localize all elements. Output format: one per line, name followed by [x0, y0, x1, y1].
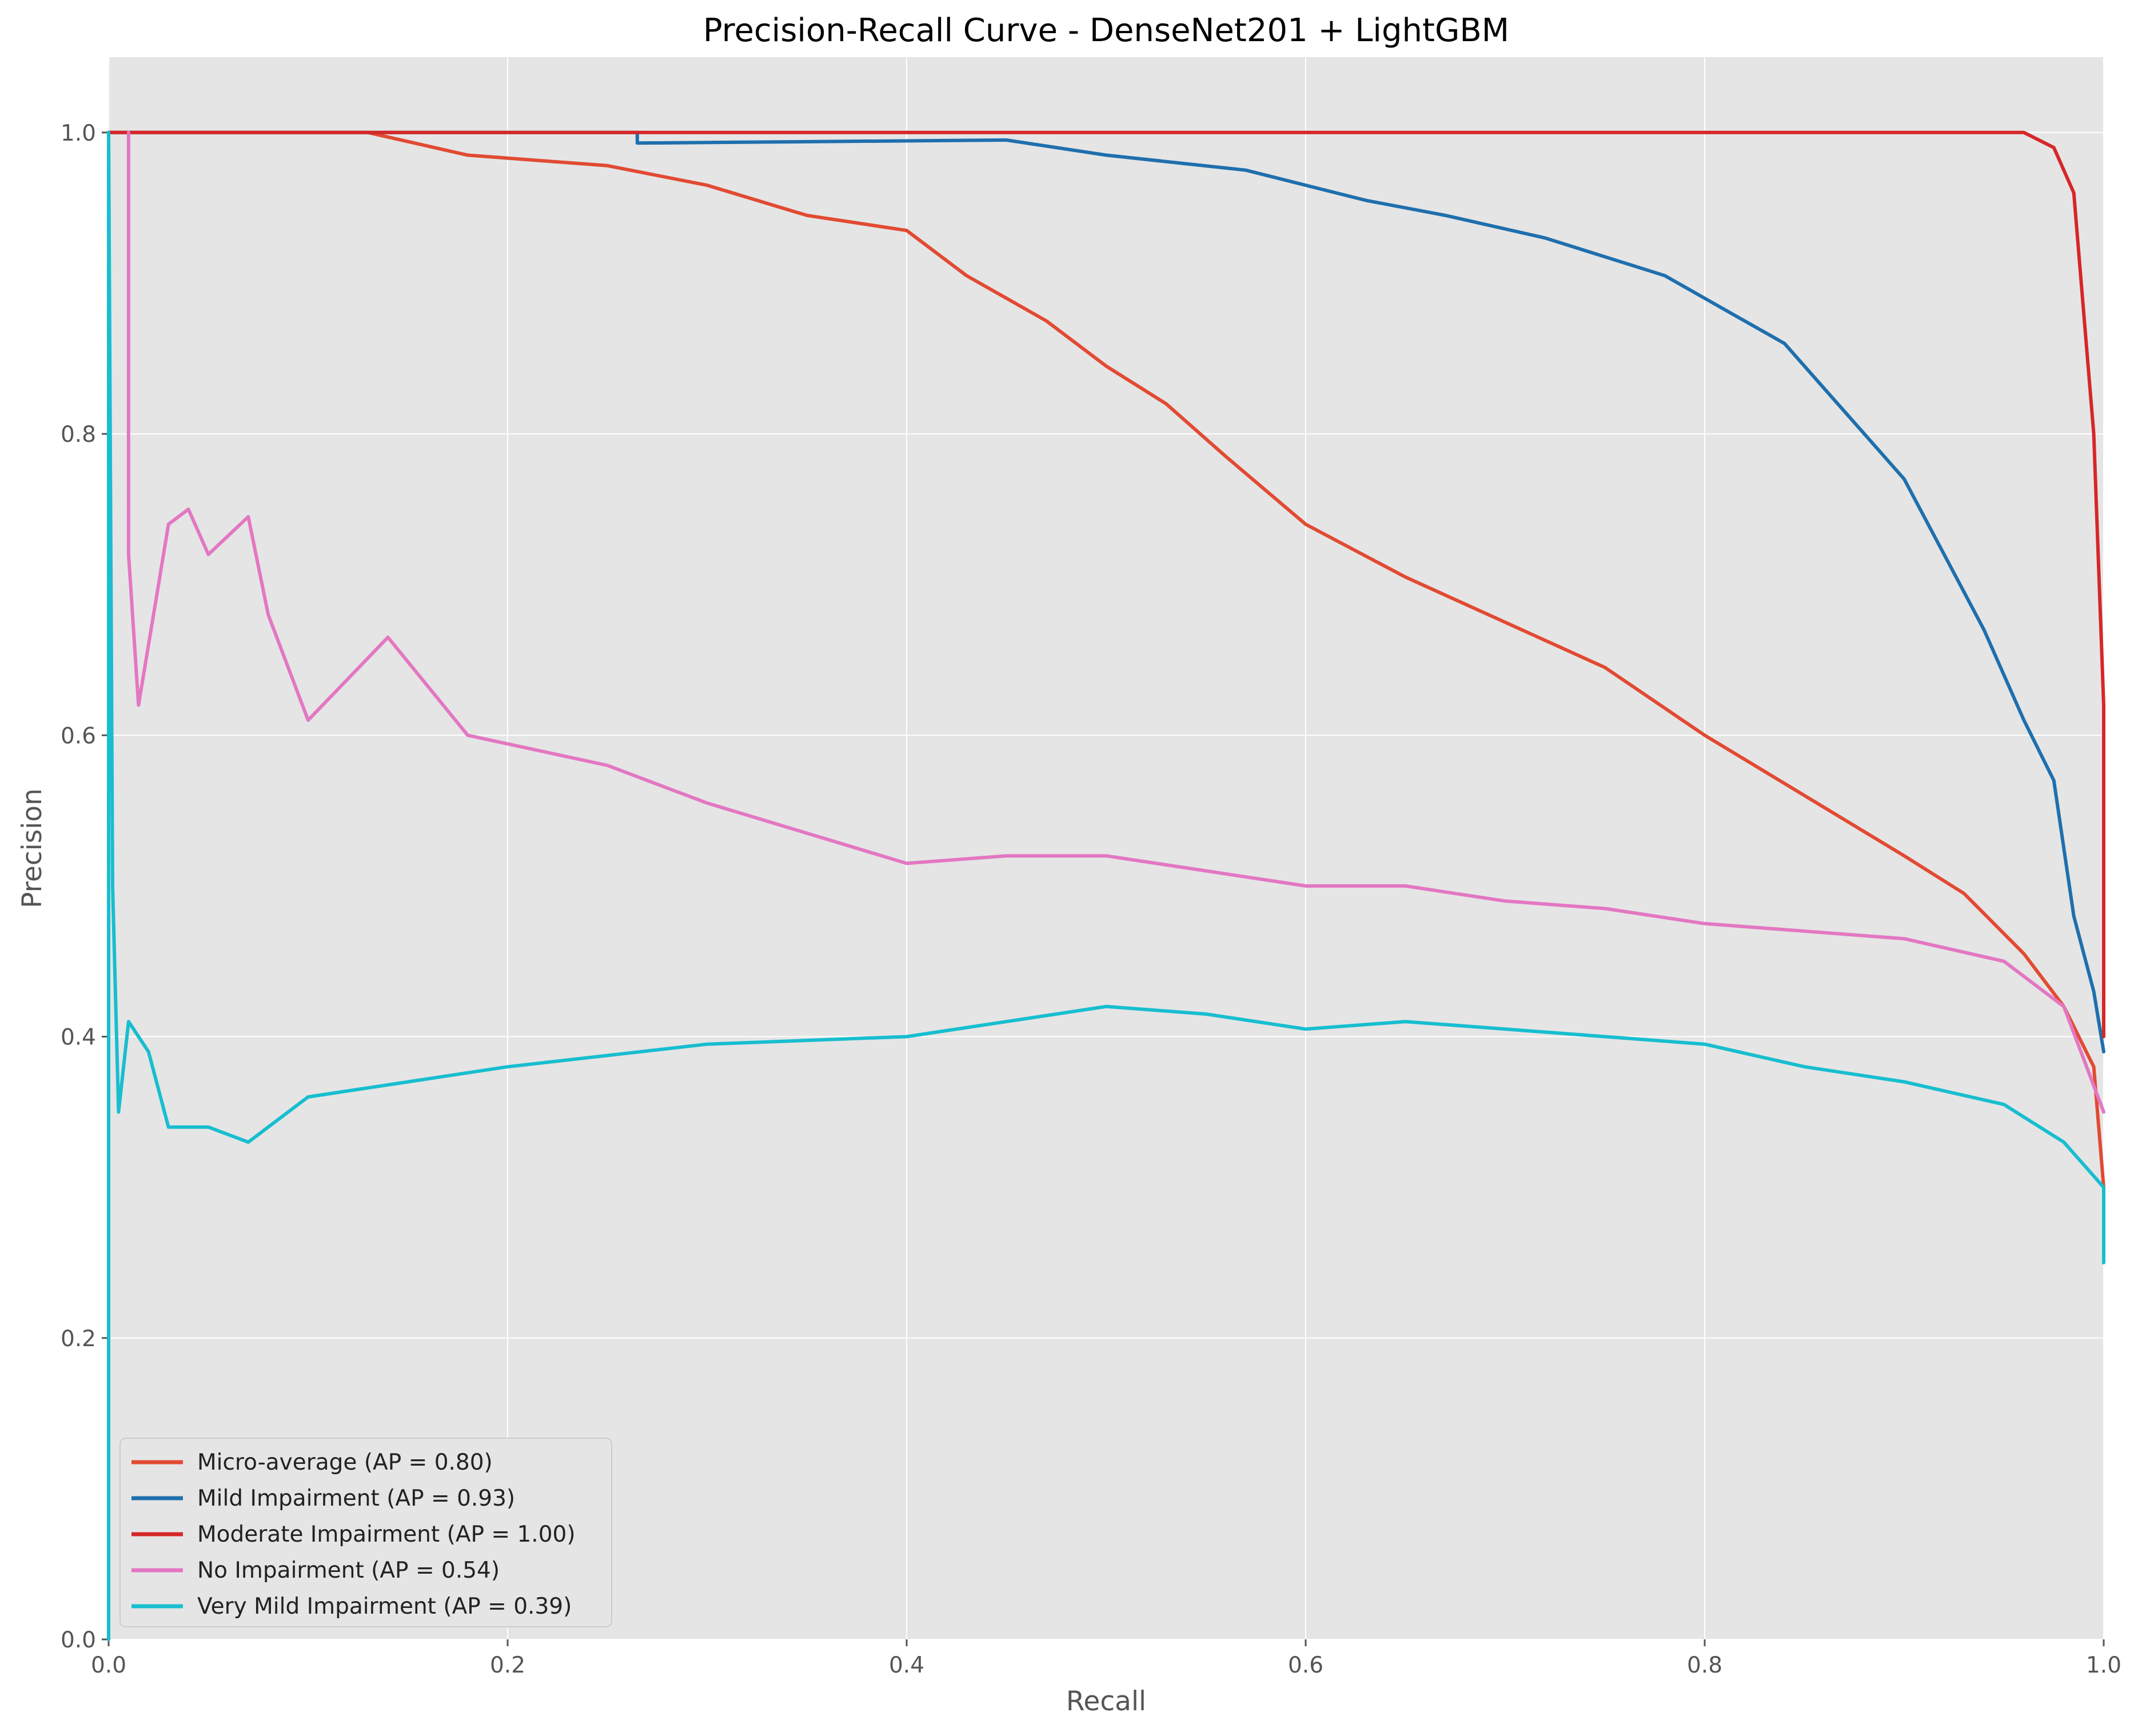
x-axis-label: Recall [1066, 1686, 1146, 1717]
series-line-2 [107, 130, 2105, 1039]
axis-ticks: 0.0 0.2 0.4 0.6 0.8 1.0 0.0 0.2 0.4 0.6 0.8 1.0 [61, 121, 2121, 1678]
y-tick-label: 0.4 [61, 1025, 96, 1051]
legend-entry: Micro-average (AP = 0.80) [197, 1450, 493, 1475]
chart-title: Precision-Recall Curve - DenseNet201 + L… [703, 12, 1509, 49]
legend-entry: Mild Impairment (AP = 0.93) [197, 1486, 515, 1511]
x-tick-label: 1.0 [2086, 1653, 2121, 1678]
y-tick-label: 1.0 [61, 121, 96, 146]
y-tick-label: 0.0 [61, 1627, 96, 1653]
legend-entry: Moderate Impairment (AP = 1.00) [197, 1522, 576, 1547]
legend-entry: No Impairment (AP = 0.54) [197, 1558, 500, 1583]
series-line-0 [107, 130, 2105, 1190]
series-line-3 [126, 130, 2105, 1114]
y-tick-label: 0.2 [61, 1326, 96, 1352]
series-line-4 [107, 130, 2105, 1641]
y-tick-label: 0.8 [61, 422, 96, 448]
series-lines [107, 130, 2105, 1641]
x-tick-label: 0.2 [490, 1653, 525, 1678]
x-tick-label: 0.4 [889, 1653, 924, 1678]
series-line-1 [107, 130, 2105, 1053]
y-tick-label: 0.6 [61, 723, 96, 749]
x-tick-label: 0.6 [1288, 1653, 1323, 1678]
legend: Micro-average (AP = 0.80) Mild Impairment… [119, 1438, 612, 1627]
x-tick-label: 0.8 [1687, 1653, 1722, 1678]
y-axis-label: Precision [17, 788, 48, 908]
legend-box [119, 1438, 612, 1627]
legend-entry: Very Mild Impairment (AP = 0.39) [197, 1594, 572, 1619]
x-tick-label: 0.0 [91, 1653, 126, 1678]
plot-area [109, 57, 2104, 1639]
